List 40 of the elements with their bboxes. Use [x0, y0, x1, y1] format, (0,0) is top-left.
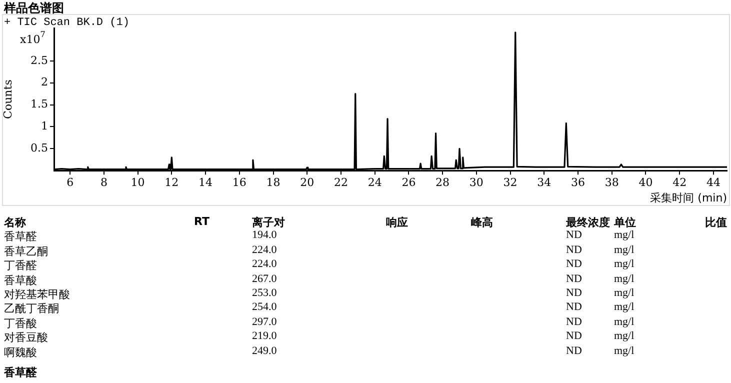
x-tick-label: 14 — [198, 176, 213, 190]
x-tick-label: 42 — [672, 176, 687, 190]
text: 丁香醛 224.0 ND mg/l — [4, 258, 634, 272]
y-tick-label: 0.5 — [30, 142, 48, 155]
x-axis-title: 采集时间 (min) — [650, 191, 727, 204]
y-tick-label: 2 — [41, 76, 48, 89]
x-tick-label: 8 — [100, 176, 108, 190]
x-tick-label: 38 — [604, 176, 619, 190]
x-tick-label: 12 — [164, 176, 179, 190]
text: 对羟基苯甲酸 253.0 ND mg/l — [4, 287, 634, 301]
x-tick-label: 18 — [266, 176, 280, 190]
chart-subtitle: + TIC Scan BK.D (1) — [4, 17, 130, 29]
x-tick-label: 20 — [300, 176, 314, 190]
y-tick-label: 1.5 — [30, 98, 48, 111]
x-tick-label: 44 — [706, 176, 720, 190]
x-tick-label: 34 — [537, 176, 552, 190]
text: 香草酸 267.0 ND mg/l — [4, 272, 634, 287]
y-tick-label: 1 — [41, 120, 48, 133]
text: 对香豆酸 219.0 ND mg/l — [4, 330, 634, 344]
y-axis-title: Counts — [1, 79, 14, 119]
x-tick-label: 22 — [334, 176, 348, 190]
x-tick-label: 24 — [368, 176, 382, 190]
x-tick-label: 10 — [130, 176, 145, 190]
text: 丁香酸 297.0 ND mg/l — [4, 316, 634, 330]
x-tick-label: 36 — [571, 176, 586, 190]
text: 乙酰丁香酮 254.0 ND mg/l — [4, 301, 634, 316]
x-tick-label: 28 — [436, 176, 450, 190]
text: 香草醛 194.0 ND mg/l — [4, 229, 634, 244]
x-tick-label: 26 — [402, 176, 416, 190]
x-tick-label: 30 — [469, 176, 484, 190]
text: 香草乙酮 224.0 ND mg/l — [4, 244, 634, 258]
chart-title: 样品色谱图 — [4, 0, 64, 17]
y-tick-label: 2.5 — [30, 54, 48, 67]
x-tick-label: 40 — [638, 176, 653, 190]
x-tick-label: 6 — [66, 176, 74, 190]
text: 名称 RT 离子对 响应 峰高 最终浓度 单位 比值 — [4, 215, 727, 229]
text: 香草醛 — [4, 365, 37, 380]
x-tick-label: 16 — [232, 176, 246, 190]
x-tick-label: 32 — [503, 176, 518, 190]
text: 啊魏酸 249.0 ND mg/l — [4, 344, 634, 359]
